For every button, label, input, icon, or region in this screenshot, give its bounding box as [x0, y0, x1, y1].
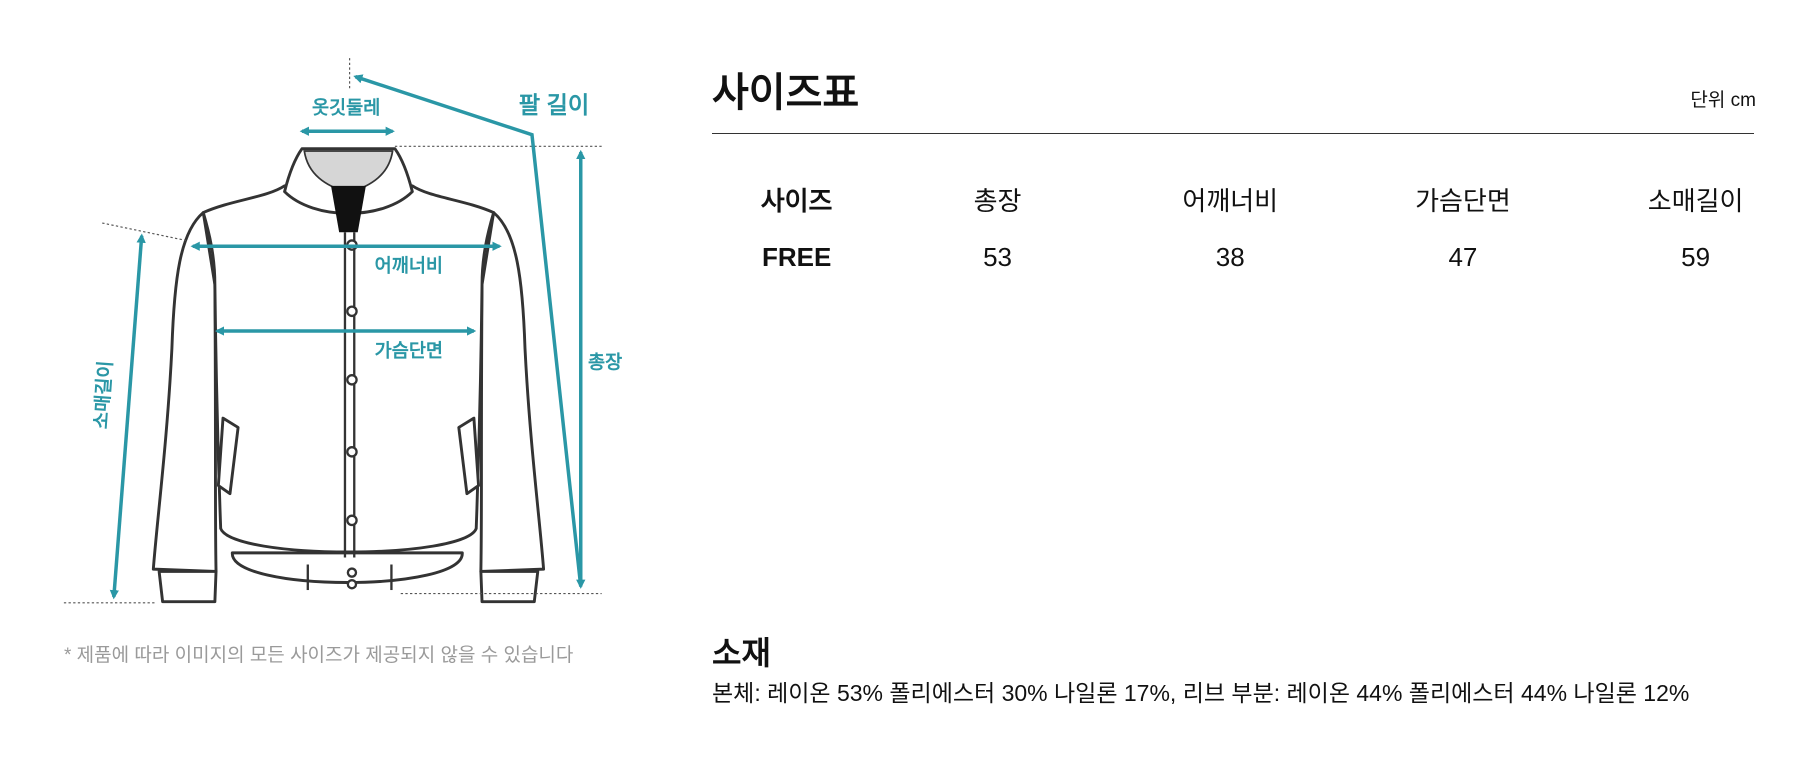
divider: [712, 133, 1754, 134]
cell: 47: [1448, 241, 1478, 272]
size-table: 사이즈 총장 어깨너비 가슴단면 소매길이 FREE 53 38 47 59: [712, 170, 1812, 286]
data-row: FREE 53 38 47 59: [712, 228, 1812, 286]
jacket-diagram: 옷깃둘레 팔 길이 어깨너비 가슴단면 총장 소매길이: [63, 58, 622, 604]
header-row: 사이즈 총장 어깨너비 가슴단면 소매길이: [712, 170, 1812, 228]
label-collar: 옷깃둘레: [312, 97, 380, 118]
label-shoulder: 어깨너비: [375, 255, 443, 276]
label-chest: 가슴단면: [375, 340, 443, 361]
cell: 38: [1215, 241, 1245, 272]
unit: 단위 cm: [1690, 90, 1756, 111]
column-header: 가슴단면: [1415, 185, 1511, 216]
column-header: 사이즈: [760, 185, 833, 216]
jacket: [151, 147, 546, 604]
material-title: 소재: [712, 635, 771, 671]
label-total-length: 총장: [588, 351, 622, 372]
cell: 53: [983, 241, 1013, 272]
column-header: 어깨너비: [1182, 185, 1279, 216]
arrows: [109, 74, 586, 600]
material-text: 본체: 레이온 53% 폴리에스터 30% 나일론 17%, 리브 부분: 레이…: [712, 680, 1690, 706]
column-header: 소매길이: [1647, 185, 1744, 216]
note: * 제품에 따라 이미지의 모든 사이즈가 제공되지 않을 수 있습니다: [64, 645, 574, 666]
guides: [63, 58, 602, 604]
column-header: 총장: [973, 185, 1022, 216]
title: 사이즈표: [712, 71, 860, 115]
cell: 59: [1681, 241, 1711, 272]
label-arm-length: 팔 길이: [519, 92, 590, 118]
cell: FREE: [761, 241, 832, 272]
label-sleeve: 소매길이: [90, 360, 116, 430]
